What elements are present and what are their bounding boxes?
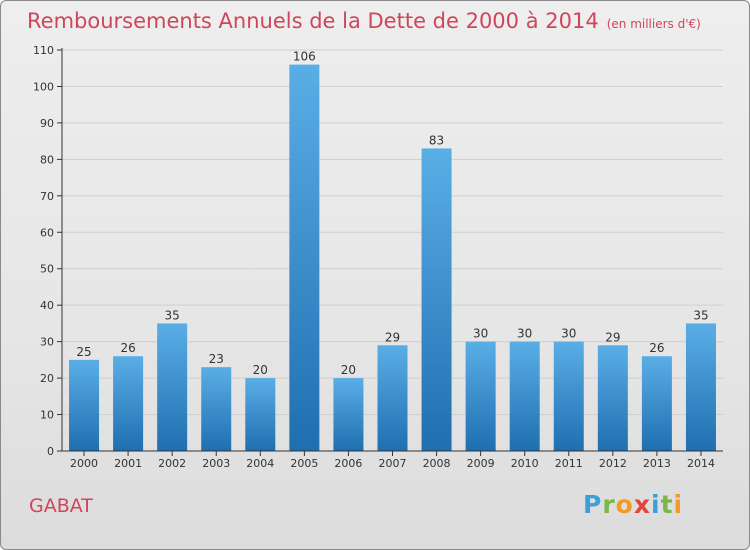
logo-letter: i [673, 490, 684, 519]
bar [113, 356, 144, 451]
bar-value-label: 20 [253, 363, 268, 377]
bar-value-label: 26 [649, 341, 664, 355]
bar-value-label: 30 [561, 327, 576, 341]
x-tick-label: 2004 [246, 457, 274, 470]
y-tick-label: 100 [33, 80, 54, 93]
x-tick-label: 2002 [158, 457, 186, 470]
bar-value-label: 20 [341, 363, 356, 377]
logo-letter: x [633, 490, 651, 519]
logo-letter: P [583, 490, 603, 519]
bar-value-label: 30 [517, 327, 532, 341]
bar-value-label: 83 [429, 133, 444, 147]
bar [201, 367, 232, 451]
x-tick-label: 2011 [555, 457, 583, 470]
y-tick-label: 60 [40, 226, 54, 239]
proxiti-logo: Proxiti [583, 490, 683, 519]
x-tick-label: 2014 [687, 457, 715, 470]
bar [597, 345, 628, 451]
commune-name: GABAT [29, 495, 93, 517]
bar-value-label: 106 [293, 50, 316, 64]
bar-value-label: 23 [209, 352, 224, 366]
x-tick-label: 2001 [114, 457, 142, 470]
x-tick-label: 2009 [467, 457, 495, 470]
bar-value-label: 25 [76, 345, 91, 359]
y-tick-label: 70 [40, 190, 54, 203]
y-tick-label: 40 [40, 299, 54, 312]
x-tick-label: 2003 [202, 457, 230, 470]
chart-title: Remboursements Annuels de la Dette de 20… [27, 9, 701, 33]
logo-letter: i [651, 490, 661, 519]
bar [685, 323, 716, 451]
x-tick-label: 2000 [70, 457, 98, 470]
x-tick-label: 2005 [290, 457, 318, 470]
x-tick-label: 2010 [511, 457, 539, 470]
bar-value-label: 29 [385, 330, 400, 344]
axes: 0 10 20 30 40 50 60 70 80 90 100 110 2000 2001 2002 200… [33, 44, 723, 470]
bar-value-label: 26 [120, 341, 135, 355]
y-tick-label: 80 [40, 153, 54, 166]
x-tick-label: 2007 [379, 457, 407, 470]
bar [553, 341, 584, 451]
bar-value-label: 35 [693, 308, 708, 322]
chart-title-text: Remboursements Annuels de la Dette de 20… [27, 9, 599, 33]
y-tick-label: 110 [33, 44, 54, 57]
bar-value-label: 29 [605, 330, 620, 344]
bar [641, 356, 672, 451]
bar [333, 378, 364, 451]
y-tick-label: 10 [40, 409, 54, 422]
x-tick-label: 2013 [643, 457, 671, 470]
bar [289, 64, 320, 451]
logo-letter: r [602, 490, 616, 519]
logo-letter: t [660, 490, 674, 519]
bar [465, 341, 496, 451]
bar [157, 323, 188, 451]
chart-unit: (en milliers d'€) [606, 17, 701, 31]
bar [509, 341, 540, 451]
x-tick-label: 2006 [334, 457, 362, 470]
y-tick-label: 90 [40, 117, 54, 130]
y-tick-label: 0 [47, 445, 54, 458]
x-tick-label: 2012 [599, 457, 627, 470]
bar [421, 148, 452, 451]
y-tick-label: 50 [40, 263, 54, 276]
bar [69, 359, 100, 451]
bar [245, 378, 276, 451]
bar-value-label: 35 [165, 308, 180, 322]
bar [377, 345, 408, 451]
bar-value-label: 30 [473, 327, 488, 341]
bars: 25 26 35 23 20 106 20 29 83 30 30 30 29 26 35 [69, 50, 716, 451]
x-tick-label: 2008 [423, 457, 451, 470]
logo-letter: o [615, 490, 634, 519]
y-tick-label: 20 [40, 372, 54, 385]
y-tick-label: 30 [40, 336, 54, 349]
